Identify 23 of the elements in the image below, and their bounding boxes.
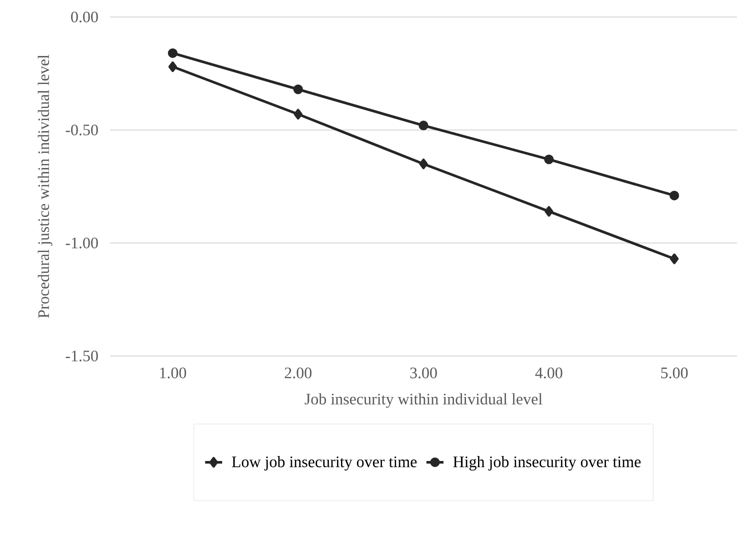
y-tick-label: -1.50 bbox=[66, 350, 98, 362]
x-tick-label: 2.00 bbox=[284, 368, 312, 378]
point bbox=[293, 84, 303, 94]
point bbox=[670, 190, 680, 200]
legend-label: Low job insecurity over time bbox=[232, 456, 417, 471]
point bbox=[544, 154, 554, 164]
y-tick-label: 0.00 bbox=[71, 12, 98, 22]
x-tick-label: 5.00 bbox=[661, 368, 688, 378]
x-tick-label: 3.00 bbox=[410, 368, 437, 378]
x-axis-title: Job insecurity within individual level bbox=[304, 393, 542, 408]
point bbox=[419, 158, 428, 170]
legend-label: High job insecurity over time bbox=[453, 456, 641, 471]
point bbox=[168, 48, 178, 58]
point bbox=[168, 61, 178, 72]
point bbox=[418, 120, 428, 130]
point bbox=[670, 254, 679, 264]
x-tick-label: 1.00 bbox=[160, 368, 186, 378]
y-tick-label: -0.50 bbox=[66, 124, 98, 136]
y-axis-title: Procedural justice within individual level bbox=[38, 54, 52, 318]
y-tick-label: -1.00 bbox=[66, 238, 98, 248]
point bbox=[544, 206, 554, 217]
point bbox=[294, 108, 302, 120]
x-tick-label: 4.00 bbox=[535, 368, 562, 378]
